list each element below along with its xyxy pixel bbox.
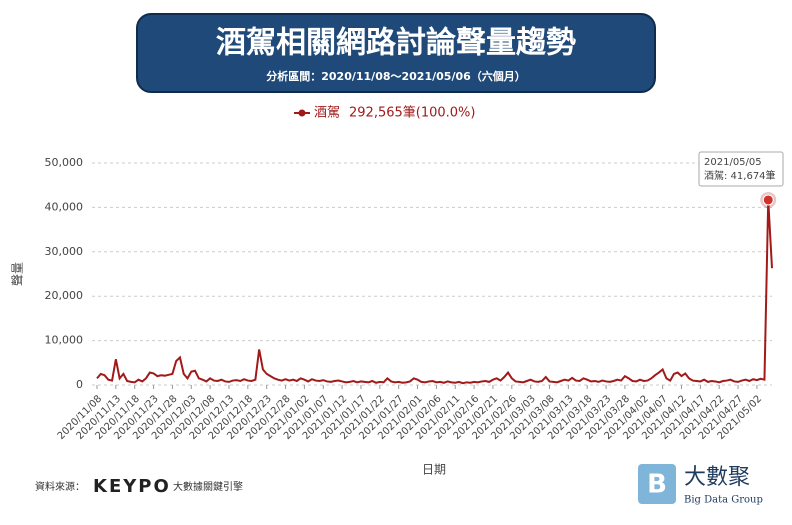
legend-marker bbox=[298, 109, 306, 117]
source-label: 資料來源： bbox=[35, 480, 85, 493]
y-tick-label: 20,000 bbox=[45, 289, 84, 302]
company-logo bbox=[638, 464, 676, 504]
tooltip-value: 酒駕: 41,674筆 bbox=[704, 169, 776, 182]
highlight-point bbox=[762, 194, 774, 206]
source-brand: KEYPO bbox=[93, 476, 171, 497]
y-tick-label: 0 bbox=[76, 378, 83, 391]
y-tick-label: 30,000 bbox=[45, 245, 84, 258]
chart-title: 酒駕相關網路討論聲量趨勢 bbox=[216, 26, 576, 61]
chart-subtitle: 分析區間：2020/11/08～2021/05/06（六個月） bbox=[266, 69, 526, 83]
y-axis-label: 聲量 bbox=[10, 262, 25, 286]
source-tagline: 大數據關鍵引擎 bbox=[173, 480, 243, 493]
title-banner bbox=[136, 13, 656, 93]
company-name: 大數聚 bbox=[684, 465, 750, 490]
tooltip-box bbox=[698, 151, 784, 187]
y-tick-label: 40,000 bbox=[45, 200, 84, 213]
y-tick-label: 50,000 bbox=[45, 156, 84, 169]
y-tick-label: 10,000 bbox=[45, 334, 84, 347]
company-name-en: Big Data Group bbox=[684, 495, 763, 506]
x-axis-label: 日期 bbox=[422, 463, 446, 477]
legend-label: 酒駕 bbox=[314, 106, 340, 121]
series-line bbox=[96, 199, 773, 385]
legend-total: 292,565筆(100.0%) bbox=[349, 106, 475, 121]
tooltip-date: 2021/05/05 bbox=[704, 157, 762, 168]
company-logo-mark: B bbox=[647, 470, 667, 500]
